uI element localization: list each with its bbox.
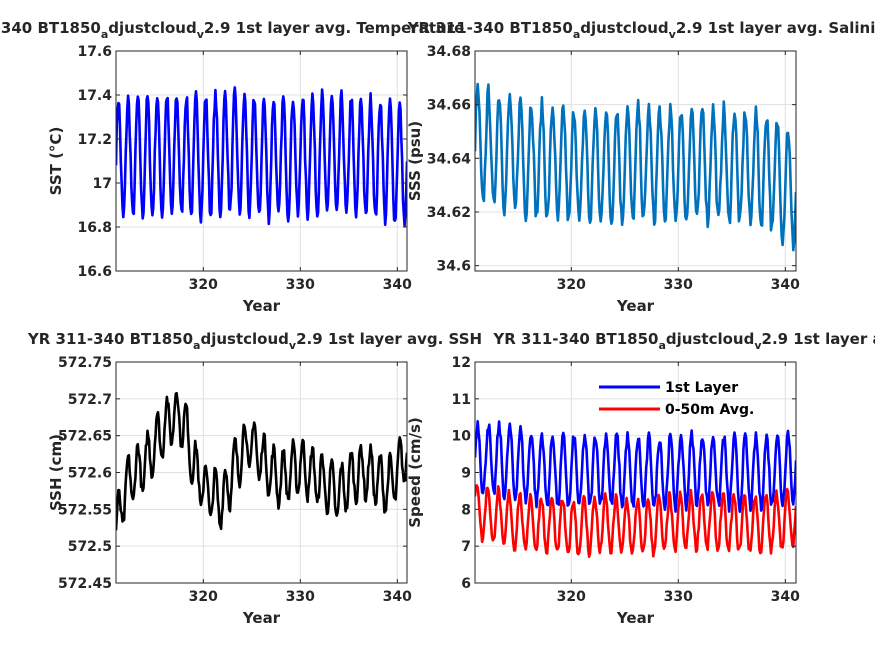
- chart-panel-1: 320 330 340 16.6 16.8 17 17.2 17.4 17.6 Year SST (…: [0, 19, 464, 315]
- x-tick-label: 330: [286, 277, 315, 293]
- y-tick-label: 6: [461, 576, 471, 592]
- y-tick-label: 34.68: [427, 44, 471, 60]
- chart-title: YR 311-340 BT1850adjustcloudv2.9 1st lay…: [0, 19, 464, 41]
- y-tick-label: 12: [452, 355, 471, 371]
- y-tick-label: 10: [452, 429, 472, 445]
- y-tick-label: 11: [452, 392, 471, 408]
- y-tick-label: 17.2: [77, 132, 112, 148]
- y-axis-label: SSS (psu): [406, 121, 424, 201]
- chart-title-part: v: [289, 339, 297, 352]
- y-tick-label: 17.6: [77, 44, 112, 60]
- x-axis-label: Year: [242, 297, 281, 315]
- chart-panel-2: 320 330 340 34.6 34.62 34.64 34.66 34.68 Year SSS…: [406, 19, 875, 315]
- x-tick-label: 320: [189, 589, 218, 605]
- chart-title-part: a: [573, 28, 580, 41]
- y-tick-label: 17.4: [77, 88, 112, 104]
- x-tick-label: 340: [383, 589, 412, 605]
- x-tick-label: 330: [286, 589, 315, 605]
- legend-label: 1st Layer: [665, 380, 738, 396]
- chart-panel-4: 320 330 340 6 7 8 9 10 11 12 Year Speed (cm/s) YR 31…: [406, 330, 875, 627]
- series-line-1: [116, 391, 407, 531]
- y-tick-label: 572.65: [58, 429, 112, 445]
- chart-title-part: djustcloud: [580, 19, 668, 37]
- chart-title-part: djustcloud: [666, 330, 754, 348]
- y-tick-label: 572.75: [58, 355, 112, 371]
- series-line-1: [116, 86, 407, 227]
- chart-title-part: YR 311-340 BT1850: [407, 19, 573, 37]
- chart-title-part: 2.9 1st layer avg. Salinity: [676, 19, 875, 37]
- chart-title-part: YR 311-340 BT1850: [0, 19, 101, 37]
- chart-title-part: v: [197, 28, 205, 41]
- chart-title-part: djustcloud: [200, 330, 288, 348]
- chart-title-part: v: [669, 28, 677, 41]
- series-line-1: [475, 82, 796, 252]
- chart-title-part: a: [193, 339, 200, 352]
- y-tick-label: 34.66: [427, 98, 471, 114]
- series-line-1st-layer: [475, 420, 796, 513]
- y-tick-label: 17: [93, 176, 112, 192]
- x-axis-label: Year: [616, 297, 655, 315]
- chart-title-part: YR 311-340 BT1850: [492, 330, 658, 348]
- y-tick-label: 572.6: [68, 466, 112, 482]
- y-tick-label: 8: [461, 502, 471, 518]
- series-line-0-50m-avg-: [475, 484, 796, 558]
- x-tick-label: 340: [383, 277, 412, 293]
- chart-title-part: YR 311-340 BT1850: [27, 330, 193, 348]
- x-tick-label: 330: [664, 589, 693, 605]
- y-tick-label: 572.7: [68, 392, 112, 408]
- y-tick-label: 572.5: [68, 539, 112, 555]
- x-tick-label: 320: [189, 277, 218, 293]
- y-tick-label: 34.6: [436, 259, 471, 275]
- y-axis-label: Speed (cm/s): [406, 417, 424, 528]
- chart-title-part: a: [101, 28, 108, 41]
- x-axis-label: Year: [242, 609, 281, 627]
- chart-title-part: v: [754, 339, 762, 352]
- y-tick-label: 572.55: [58, 502, 112, 518]
- y-axis-label: SST (°C): [47, 127, 65, 196]
- axes-frame: [474, 50, 797, 272]
- x-tick-label: 330: [664, 277, 693, 293]
- y-tick-label: 34.64: [427, 151, 472, 167]
- chart-title-part: djustcloud: [108, 19, 196, 37]
- y-tick-label: 572.45: [58, 576, 112, 592]
- y-tick-label: 9: [461, 466, 471, 482]
- y-tick-label: 16.8: [77, 220, 112, 236]
- axes-frame: [115, 50, 408, 272]
- x-tick-label: 320: [557, 277, 586, 293]
- chart-title: YR 311-340 BT1850adjustcloudv2.9 1st lay…: [407, 19, 875, 41]
- x-tick-label: 340: [771, 589, 800, 605]
- chart-panel-3: 320 330 340 572.45 572.5 572.55 572.6 572.65 572…: [27, 330, 482, 627]
- chart-title-part: a: [658, 339, 665, 352]
- chart-title-part: 2.9 1st layer avg. Temperature: [204, 19, 464, 37]
- x-tick-label: 340: [771, 277, 800, 293]
- y-tick-label: 34.62: [427, 205, 471, 221]
- legend-label: 0-50m Avg.: [665, 402, 754, 418]
- y-tick-label: 16.6: [77, 264, 112, 280]
- chart-title-part: 2.9 1st layer avg. Speed: [762, 330, 875, 348]
- x-tick-label: 320: [557, 589, 586, 605]
- chart-title: YR 311-340 BT1850adjustcloudv2.9 1st lay…: [27, 330, 482, 352]
- y-tick-label: 7: [461, 539, 471, 555]
- chart-title: YR 311-340 BT1850adjustcloudv2.9 1st lay…: [492, 330, 875, 352]
- y-axis-label: SSH (cm): [47, 434, 65, 511]
- x-axis-label: Year: [616, 609, 655, 627]
- chart-title-part: 2.9 1st layer avg. SSH: [296, 330, 482, 348]
